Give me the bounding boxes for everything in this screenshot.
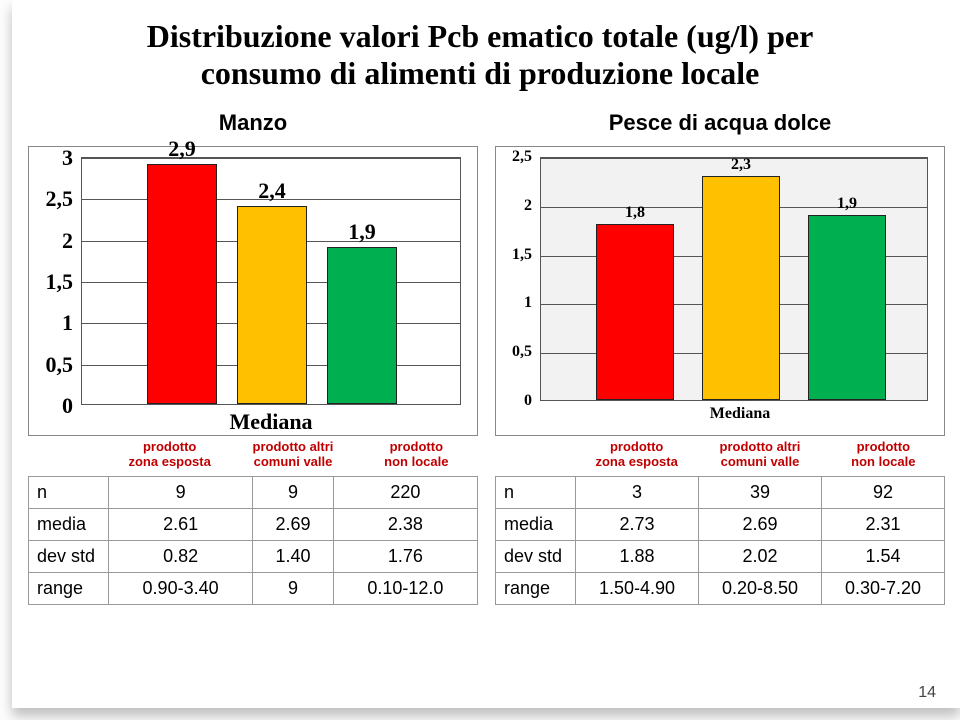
legend-col-0: prodottozona esposta	[575, 440, 698, 470]
table-cell: 2.69	[253, 508, 334, 540]
y-tick-label: 2	[29, 228, 73, 254]
table-row: n33992	[496, 476, 945, 508]
table-cell: 1.50-4.90	[576, 572, 699, 604]
table-cell: 0.82	[109, 540, 253, 572]
legend-col-0: prodottozona esposta	[108, 440, 231, 470]
legend-col-1: prodotto altricomuni valle	[231, 440, 354, 470]
legend-col-2: prodottonon locale	[355, 440, 478, 470]
bar-series-2	[327, 247, 397, 404]
table-row: range0.90-3.4090.10-12.0	[29, 572, 478, 604]
bar-value-label: 1,9	[332, 219, 392, 245]
stats-table: n33992media2.732.692.31dev std1.882.021.…	[495, 476, 945, 605]
panel-title: Pesce di acqua dolce	[495, 110, 945, 136]
y-tick-label: 0,5	[29, 352, 73, 378]
title-line-1: Distribuzione valori Pcb ematico totale …	[147, 18, 814, 54]
grid-line	[82, 158, 460, 159]
bar-series-1	[237, 206, 307, 404]
bar-value-label: 1,9	[817, 195, 877, 213]
table-cell: 0.20-8.50	[699, 572, 822, 604]
table-row: n99220	[29, 476, 478, 508]
table-cell: 0.90-3.40	[109, 572, 253, 604]
stats-table: n99220media2.612.692.38dev std0.821.401.…	[28, 476, 478, 605]
legend-row: prodottozona espostaprodotto altricomuni…	[495, 440, 945, 470]
x-axis-label: Mediana	[710, 405, 770, 423]
bar-value-label: 2,4	[242, 178, 302, 204]
table-cell: 39	[699, 476, 822, 508]
table-cell: 1.88	[576, 540, 699, 572]
y-tick-label: 2	[496, 197, 532, 215]
plot-area: 1,8 2,3 1,9	[540, 157, 928, 401]
table-cell: 0.30-7.20	[822, 572, 945, 604]
y-tick-label: 1,5	[496, 246, 532, 264]
table-cell: 2.38	[333, 508, 477, 540]
bar-series-1	[702, 176, 780, 400]
row-header: media	[496, 508, 576, 540]
table-cell: 9	[253, 476, 334, 508]
table-row: media2.612.692.38	[29, 508, 478, 540]
bar-series-0	[147, 164, 217, 404]
bar-series-0	[596, 224, 674, 400]
y-tick-label: 1	[496, 294, 532, 312]
panel-title: Manzo	[28, 110, 478, 136]
table-cell: 2.73	[576, 508, 699, 540]
table-cell: 1.76	[333, 540, 477, 572]
panel-left: Manzo 0 0,5 1 1,5 2 2,5 3 Mediana 2,9 2,4 1,9 prodot…	[28, 110, 478, 605]
bar-value-label: 2,9	[152, 136, 212, 162]
bar-value-label: 1,8	[605, 204, 665, 222]
table-cell: 0.10-12.0	[333, 572, 477, 604]
bar-value-label: 2,3	[711, 156, 771, 174]
y-tick-label: 0,5	[496, 343, 532, 361]
y-tick-label: 1	[29, 310, 73, 336]
table-row: media2.732.692.31	[496, 508, 945, 540]
table-cell: 2.61	[109, 508, 253, 540]
row-header: n	[496, 476, 576, 508]
table-cell: 2.69	[699, 508, 822, 540]
table-row: dev std0.821.401.76	[29, 540, 478, 572]
slide-title: Distribuzione valori Pcb ematico totale …	[0, 18, 960, 92]
row-header: range	[29, 572, 109, 604]
row-header: n	[29, 476, 109, 508]
table-cell: 2.31	[822, 508, 945, 540]
row-header: media	[29, 508, 109, 540]
y-tick-label: 2,5	[29, 186, 73, 212]
table-cell: 1.54	[822, 540, 945, 572]
chart-box: 0 0,5 1 1,5 2 2,5 Mediana 1,8 2,3 1,9	[495, 146, 945, 436]
y-tick-label: 1,5	[29, 269, 73, 295]
page-number: 14	[918, 684, 936, 702]
legend-col-2: prodottonon locale	[822, 440, 945, 470]
table-cell: 9	[253, 572, 334, 604]
title-line-2: consumo di alimenti di produzione locale	[201, 55, 760, 91]
legend-col-1: prodotto altricomuni valle	[698, 440, 821, 470]
table-row: dev std1.882.021.54	[496, 540, 945, 572]
x-axis-label: Mediana	[229, 409, 312, 435]
table-cell: 2.02	[699, 540, 822, 572]
table-cell: 9	[109, 476, 253, 508]
table-cell: 3	[576, 476, 699, 508]
row-header: dev std	[496, 540, 576, 572]
panel-right: Pesce di acqua dolce 0 0,5 1 1,5 2 2,5 Mediana 1…	[495, 110, 945, 605]
legend-row: prodottozona espostaprodotto altricomuni…	[28, 440, 478, 470]
bar-series-2	[808, 215, 886, 400]
y-tick-label: 0	[29, 393, 73, 419]
y-tick-label: 0	[496, 392, 532, 410]
table-cell: 92	[822, 476, 945, 508]
y-tick-label: 2,5	[496, 148, 532, 166]
row-header: dev std	[29, 540, 109, 572]
table-cell: 1.40	[253, 540, 334, 572]
chart-box: 00,511,522,53Mediana2,92,41,9	[28, 146, 478, 436]
table-cell: 220	[333, 476, 477, 508]
plot-area: 2,92,41,9	[81, 157, 461, 405]
y-tick-label: 3	[29, 145, 73, 171]
table-row: range1.50-4.900.20-8.500.30-7.20	[496, 572, 945, 604]
row-header: range	[496, 572, 576, 604]
